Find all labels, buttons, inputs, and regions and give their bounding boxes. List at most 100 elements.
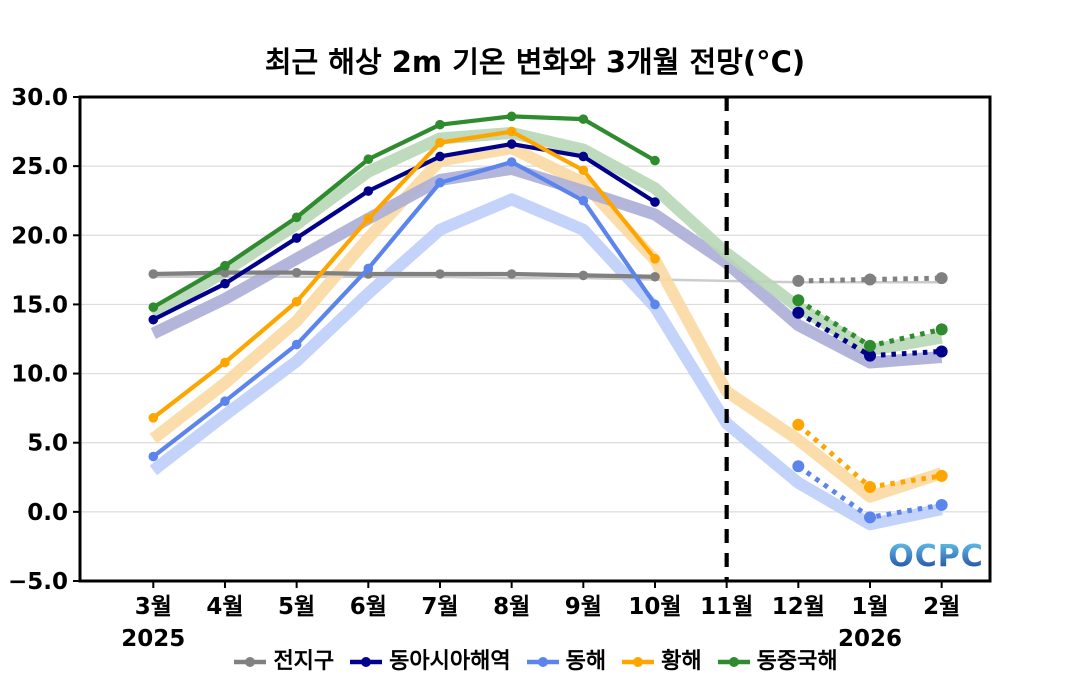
data-point-east-sea (148, 451, 159, 462)
data-point-east-sea (291, 339, 302, 350)
data-point-east-sea (578, 195, 589, 206)
y-tick-label: 0.0 (27, 500, 68, 526)
legend-item-global: 전지구 (232, 651, 334, 673)
data-point-east-asia-seas (363, 186, 374, 196)
data-point-yellow-sea (148, 413, 159, 423)
axis-labels: 3월 4월 5월 6월 7월 8월 9월 10월 11월 12월 1월 2월 30.0 25.0 20.0 1… (8, 85, 960, 652)
data-point-global (650, 271, 660, 282)
x-tick-label: 12월 (772, 594, 825, 620)
legend-label-east-sea: 동해 (565, 649, 607, 674)
data-point-east-asia-seas (220, 278, 230, 289)
x-tick-label: 5월 (278, 594, 315, 620)
data-point-yellow-sea (578, 165, 589, 176)
climatology-band-east-asia-seas (150, 162, 943, 369)
legend-item-east-asia-seas: 동아시아해역 (348, 649, 511, 674)
forecast-point-east-asia-seas (935, 345, 948, 358)
data-point-east-china-sea (578, 114, 589, 124)
x-tick-label: 9월 (565, 594, 602, 620)
axes (73, 95, 992, 588)
climatology-band-east-china-sea (150, 126, 943, 357)
legend-label-east-asia-seas: 동아시아해역 (389, 649, 511, 674)
data-point-east-china-sea (148, 302, 159, 312)
year-label: 2026 (838, 626, 902, 652)
legend-label-east-china-sea: 동중국해 (756, 649, 838, 674)
plot-border (78, 95, 992, 583)
data-point-east-asia-seas (650, 197, 660, 207)
x-tick-label: 7월 (421, 594, 458, 620)
data-point-east-sea (506, 157, 517, 167)
climatology-bands (149, 126, 944, 531)
data-lines (148, 111, 948, 524)
legend-swatch-east-asia-seas (350, 657, 383, 667)
forecast-point-east-sea (935, 498, 948, 511)
forecast-point-east-china-sea (935, 323, 948, 336)
data-point-east-sea (435, 177, 445, 188)
y-tick-label: −5.0 (8, 569, 68, 595)
legend: 전지구 동아시아해역 동해 황해 동중국해 (0, 651, 1070, 673)
observed-line-east-sea (152, 159, 657, 459)
data-point-global (578, 270, 589, 281)
legend-swatch-yellow-sea (622, 657, 655, 667)
x-tick-label: 6월 (350, 594, 387, 620)
y-tick-label: 20.0 (11, 223, 68, 249)
data-point-east-asia-seas (435, 151, 445, 162)
observed-line-east-asia-seas (152, 141, 657, 322)
data-point-global (291, 267, 302, 278)
data-point-east-sea (650, 299, 660, 310)
legend-item-east-china-sea: 동중국해 (716, 651, 838, 673)
data-point-east-asia-seas (578, 151, 589, 162)
data-point-east-china-sea (650, 155, 660, 166)
legend-label-global: 전지구 (273, 649, 335, 674)
chart-title: 최근 해상 2m 기온 변화와 3개월 전망(°C) (265, 45, 805, 79)
y-tick-label: 30.0 (11, 85, 68, 111)
data-point-yellow-sea (435, 137, 445, 148)
data-point-global (148, 269, 159, 279)
data-point-east-asia-seas (148, 314, 159, 325)
forecast-point-global (864, 273, 876, 286)
y-tick-label: 15.0 (11, 292, 68, 318)
data-point-yellow-sea (291, 296, 302, 307)
data-point-east-china-sea (363, 154, 374, 165)
forecast-point-east-china-sea (864, 339, 876, 352)
climatology-band-yellow-sea (149, 142, 944, 503)
data-point-global (220, 267, 230, 278)
data-point-east-china-sea (220, 260, 230, 271)
data-point-east-china-sea (506, 111, 517, 122)
data-point-global (506, 269, 517, 279)
forecast-point-yellow-sea (792, 418, 805, 431)
forecast-point-east-china-sea (792, 294, 805, 307)
forecast-point-east-asia-seas (864, 349, 876, 362)
forecast-point-east-sea (792, 460, 805, 473)
x-tick-label: 8월 (493, 594, 530, 620)
forecast-point-yellow-sea (864, 480, 876, 493)
data-point-yellow-sea (220, 357, 230, 368)
observed-line-global (153, 270, 656, 279)
forecast-line-global (798, 275, 942, 284)
forecast-point-yellow-sea (935, 469, 948, 482)
data-point-east-sea (363, 263, 374, 274)
forecast-point-east-sea (864, 511, 876, 524)
x-tick-label: 2월 (923, 594, 960, 620)
y-tick-label: 10.0 (11, 362, 68, 388)
y-tick-label: 5.0 (27, 431, 68, 457)
x-tick-label: 1월 (851, 594, 888, 620)
data-point-east-asia-seas (291, 233, 302, 243)
y-tick-label: 25.0 (11, 154, 68, 180)
legend-swatch-east-sea (526, 657, 559, 667)
x-tick-label: 4월 (206, 594, 243, 620)
forecast-point-global (935, 272, 948, 285)
x-tick-label: 11월 (700, 594, 753, 620)
forecast-point-east-asia-seas (792, 306, 805, 319)
data-point-global (435, 269, 445, 279)
data-point-east-china-sea (435, 119, 445, 130)
legend-swatch-global (234, 657, 267, 667)
data-point-yellow-sea (363, 213, 374, 224)
legend-item-east-sea: 동해 (525, 651, 606, 673)
legend-swatch-east-china-sea (717, 657, 750, 667)
x-tick-label: 10월 (628, 594, 681, 620)
data-point-east-asia-seas (506, 139, 517, 149)
observed-line-east-china-sea (152, 114, 657, 310)
x-tick-label: 3월 (135, 594, 172, 620)
